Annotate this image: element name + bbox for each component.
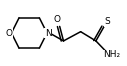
Text: N: N xyxy=(45,29,51,37)
Text: S: S xyxy=(104,17,110,26)
Text: NH₂: NH₂ xyxy=(103,50,120,59)
Text: O: O xyxy=(54,15,61,24)
Text: O: O xyxy=(5,29,12,37)
